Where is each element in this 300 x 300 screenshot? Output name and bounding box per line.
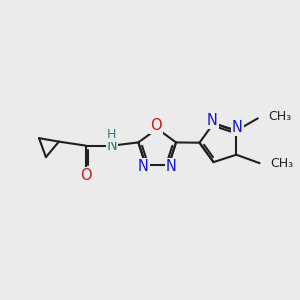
Text: O: O bbox=[150, 118, 162, 133]
Text: O: O bbox=[80, 168, 92, 183]
Text: CH₃: CH₃ bbox=[270, 157, 293, 170]
Text: CH₃: CH₃ bbox=[268, 110, 291, 122]
Text: N: N bbox=[106, 138, 118, 153]
Text: N: N bbox=[138, 158, 149, 173]
Text: N: N bbox=[207, 113, 218, 128]
Text: N: N bbox=[166, 158, 177, 173]
Text: N: N bbox=[232, 120, 243, 135]
Text: H: H bbox=[107, 128, 116, 141]
